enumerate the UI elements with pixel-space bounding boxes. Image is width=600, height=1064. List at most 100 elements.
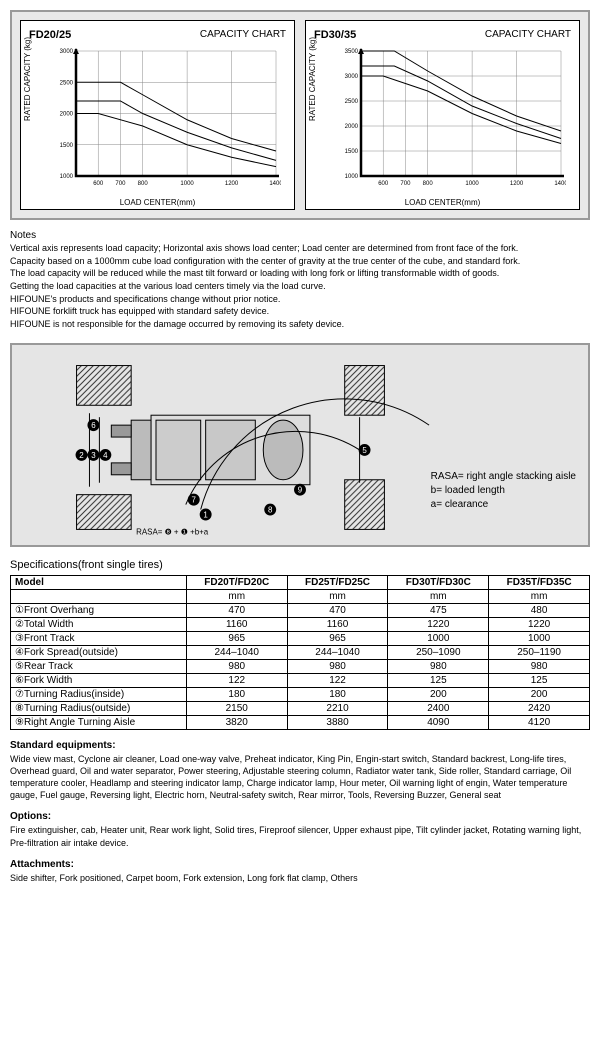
spec-cell: 125 [489,673,590,687]
svg-text:2500: 2500 [345,99,359,105]
table-row: ⑤Rear Track980980980980 [11,659,590,673]
unit-empty [11,589,187,603]
spec-cell: 122 [186,673,287,687]
svg-text:4: 4 [103,451,108,460]
svg-text:1000: 1000 [465,181,479,187]
svg-text:1400: 1400 [554,181,566,187]
table-row: ④Fork Spread(outside)244–1040244–1040250… [11,645,590,659]
svg-text:3000: 3000 [345,74,359,80]
svg-text:2: 2 [79,451,84,460]
diagram-svg: 2 3 4 6 5 7 8 9 1 RASA= ❽ + ❶ +b+a [12,345,588,545]
spec-cell: 965 [186,631,287,645]
spec-cell: 980 [489,659,590,673]
table-row: ⑥Fork Width122122125125 [11,673,590,687]
spec-cell: 980 [186,659,287,673]
row-label: ⑥Fork Width [11,673,187,687]
spec-cell: 1160 [186,617,287,631]
spec-cell: 470 [287,603,388,617]
svg-text:1000: 1000 [180,181,194,187]
table-row: ⑦Turning Radius(inside)180180200200 [11,687,590,701]
spec-cell: 1220 [489,617,590,631]
spec-cell: 470 [186,603,287,617]
y-axis-label: RATED CAPACITY (kg) [308,37,317,121]
specifications-heading: Specifications(front single tires) [10,559,590,571]
capacity-chart-fd2025: FD20/25 CAPACITY CHART RATED CAPACITY (k… [20,20,295,210]
chart-model-label: FD30/35 [314,29,356,41]
row-label: ①Front Overhang [11,603,187,617]
table-row: ②Total Width1160116012201220 [11,617,590,631]
row-label: ②Total Width [11,617,187,631]
notes-line: Capacity based on a 1000mm cube load con… [10,256,590,268]
legend-b: b= loaded length [431,484,576,498]
spec-cell: 1160 [287,617,388,631]
legend-a: a= clearance [431,498,576,512]
chart-title: CAPACITY CHART [485,29,571,40]
table-row: ①Front Overhang470470475480 [11,603,590,617]
svg-text:3000: 3000 [60,49,74,55]
spec-cell: 980 [287,659,388,673]
notes-line: Getting the load capacities at the vario… [10,281,590,293]
notes-line: HIFOUNE is not responsible for the damag… [10,319,590,331]
spec-cell: 475 [388,603,489,617]
row-label: ⑧Turning Radius(outside) [11,701,187,715]
row-label: ④Fork Spread(outside) [11,645,187,659]
x-axis-label: LOAD CENTER(mm) [120,198,196,207]
spec-cell: 1220 [388,617,489,631]
row-label: ⑤Rear Track [11,659,187,673]
chart-title: CAPACITY CHART [200,29,286,40]
attachments-body: Side shifter, Fork positioned, Carpet bo… [10,872,590,884]
turning-diagram: 2 3 4 6 5 7 8 9 1 RASA= ❽ + ❶ +b+a RASA=… [10,343,590,547]
x-axis-label: LOAD CENTER(mm) [405,198,481,207]
spec-cell: 180 [186,687,287,701]
svg-text:7: 7 [192,495,197,504]
spec-cell: 2210 [287,701,388,715]
specifications-table: Model FD20T/FD20C FD25T/FD25C FD30T/FD30… [10,575,590,730]
spec-cell: 3820 [186,715,287,729]
spec-cell: 200 [489,687,590,701]
svg-text:1400: 1400 [269,181,281,187]
table-row: ③Front Track96596510001000 [11,631,590,645]
row-label: ⑦Turning Radius(inside) [11,687,187,701]
spec-cell: 2420 [489,701,590,715]
spec-cell: 2400 [388,701,489,715]
spec-cell: 4090 [388,715,489,729]
rasa-formula: RASA= ❽ + ❶ +b+a [136,527,209,536]
unit-row: mm mm mm mm [11,589,590,603]
spec-cell: 980 [388,659,489,673]
svg-text:1200: 1200 [225,181,239,187]
svg-text:1000: 1000 [60,174,74,180]
capacity-charts-row: FD20/25 CAPACITY CHART RATED CAPACITY (k… [10,10,590,220]
unit-cell: mm [186,589,287,603]
spec-cell: 3880 [287,715,388,729]
unit-cell: mm [489,589,590,603]
col-header: FD25T/FD25C [287,575,388,589]
svg-text:1200: 1200 [510,181,524,187]
model-header: Model [11,575,187,589]
spec-cell: 2150 [186,701,287,715]
svg-text:1500: 1500 [60,143,74,149]
row-label: ③Front Track [11,631,187,645]
svg-text:600: 600 [378,181,389,187]
chart-svg-1: 3500 3000 2500 2000 1500 1000 600 700 800 1000 120… [336,46,566,196]
svg-text:2000: 2000 [60,112,74,118]
svg-text:1: 1 [203,510,208,519]
svg-text:8: 8 [268,505,273,514]
svg-text:3500: 3500 [345,49,359,55]
svg-text:2000: 2000 [345,124,359,130]
svg-text:700: 700 [400,181,411,187]
spec-cell: 4120 [489,715,590,729]
svg-text:6: 6 [91,421,96,430]
notes-line: The load capacity will be reduced while … [10,268,590,280]
options-body: Fire extinguisher, cab, Heater unit, Rea… [10,824,590,848]
svg-text:800: 800 [423,181,434,187]
spec-cell: 200 [388,687,489,701]
table-row: ⑧Turning Radius(outside)2150221024002420 [11,701,590,715]
notes-body: Vertical axis represents load capacity; … [10,243,590,331]
svg-text:800: 800 [138,181,149,187]
svg-text:1500: 1500 [345,149,359,155]
unit-cell: mm [287,589,388,603]
diagram-legend: RASA= right angle stacking aisle b= load… [431,470,576,512]
table-row: ⑨Right Angle Turning Aisle38203880409041… [11,715,590,729]
svg-text:1000: 1000 [345,174,359,180]
options-heading: Options: [10,811,590,822]
